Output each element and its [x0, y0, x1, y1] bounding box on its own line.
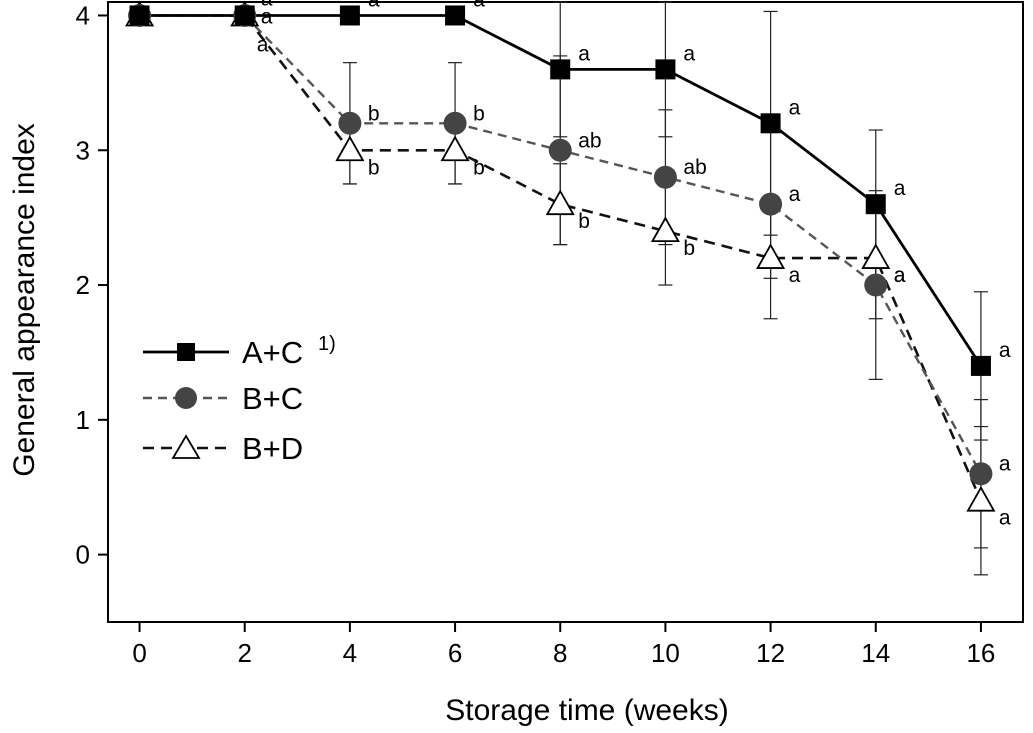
legend-label-b-d: B+D	[242, 431, 303, 466]
point-b-c	[443, 111, 467, 135]
x-tick-label: 8	[553, 638, 567, 668]
x-tick-label: 12	[756, 638, 785, 668]
point-a-c	[339, 5, 360, 26]
sig-letter-b-d: a	[999, 507, 1011, 530]
y-tick-label: 0	[76, 540, 90, 570]
y-axis: 0 1 2 3 4	[76, 0, 108, 570]
sig-letter-a-c: a	[683, 42, 695, 65]
legend-marker-b-c	[175, 387, 197, 409]
series-line-b-d	[139, 14, 983, 502]
point-b-c	[653, 165, 677, 189]
x-tick-label: 16	[966, 638, 995, 668]
point-a-c	[655, 59, 676, 80]
point-b-d	[966, 485, 996, 512]
y-tick-label: 2	[76, 270, 90, 300]
point-a-c	[865, 194, 886, 215]
point-b-c	[864, 273, 888, 297]
sig-letter-b-c: ab	[578, 129, 601, 152]
x-tick-label: 2	[237, 638, 251, 668]
point-a-c	[445, 5, 466, 26]
sig-letter-b-c: a	[789, 183, 801, 206]
sig-letter-b-c: b	[473, 102, 485, 125]
sig-letter-b-c: b	[368, 102, 380, 125]
sig-letter-b-d: b	[578, 210, 590, 233]
sig-letter-a-c: a	[894, 177, 906, 200]
x-tick-label: 4	[343, 638, 357, 668]
sig-letter-b-d: b	[683, 237, 695, 260]
x-tick-label: 14	[861, 638, 890, 668]
sig-letter-a-c: a	[578, 42, 590, 65]
x-axis: 0 2 4 6 8 10 12 14 16	[132, 622, 995, 668]
legend-superscript-a-c: 1)	[318, 333, 336, 355]
y-tick-label: 4	[76, 0, 90, 30]
sig-letter-b-d: a	[789, 264, 801, 287]
point-b-c	[338, 111, 362, 135]
point-a-c	[234, 5, 255, 26]
point-a-c	[760, 113, 781, 134]
sig-letter-b-c: a	[894, 264, 906, 287]
y-tick-label: 1	[76, 405, 90, 435]
point-b-d	[545, 189, 575, 216]
plot-frame	[107, 1, 1024, 623]
legend: A+C 1) B+C B+D	[143, 333, 336, 466]
legend-label-a-c: A+C	[242, 335, 303, 370]
point-a-c	[550, 59, 571, 80]
sig-letter-a-c: a	[789, 96, 801, 119]
point-b-d	[335, 135, 365, 162]
point-b-d	[861, 243, 891, 269]
x-tick-label: 6	[448, 638, 462, 668]
sig-letter-a-c: a	[368, 0, 380, 11]
point-b-c	[759, 192, 783, 216]
sig-letter-a-c: a	[999, 339, 1011, 362]
sig-letter-b-d: a	[894, 264, 906, 287]
sig-letter-a-c: a	[473, 0, 485, 11]
legend-marker-b-d	[171, 434, 201, 459]
sig-letter-b-d: a	[257, 33, 269, 56]
x-tick-label: 10	[651, 638, 680, 668]
point-b-c	[969, 462, 993, 486]
point-a-c	[129, 5, 150, 26]
sig-letter-b-c: a	[261, 5, 273, 28]
point-a-c	[970, 355, 991, 376]
legend-label-b-c: B+C	[242, 381, 303, 416]
x-axis-title: Storage time (weeks)	[445, 694, 728, 727]
series-layer: aaaaaaaaabbababaaaabbbbaaa	[125, 0, 1011, 576]
sig-letter-b-d: b	[368, 156, 380, 179]
point-b-d	[756, 243, 786, 269]
sig-letter-b-c: ab	[683, 156, 706, 179]
legend-marker-a-c	[177, 343, 195, 361]
point-b-d	[650, 216, 680, 243]
sig-letter-a-c: a	[261, 0, 273, 10]
y-axis-title: General appearance index	[8, 123, 41, 477]
x-tick-label: 0	[132, 638, 146, 668]
sig-letter-b-d: b	[473, 156, 485, 179]
sig-letter-b-c: a	[999, 453, 1011, 476]
point-b-d	[440, 135, 470, 162]
y-tick-label: 3	[76, 135, 90, 165]
point-b-c	[548, 138, 572, 162]
